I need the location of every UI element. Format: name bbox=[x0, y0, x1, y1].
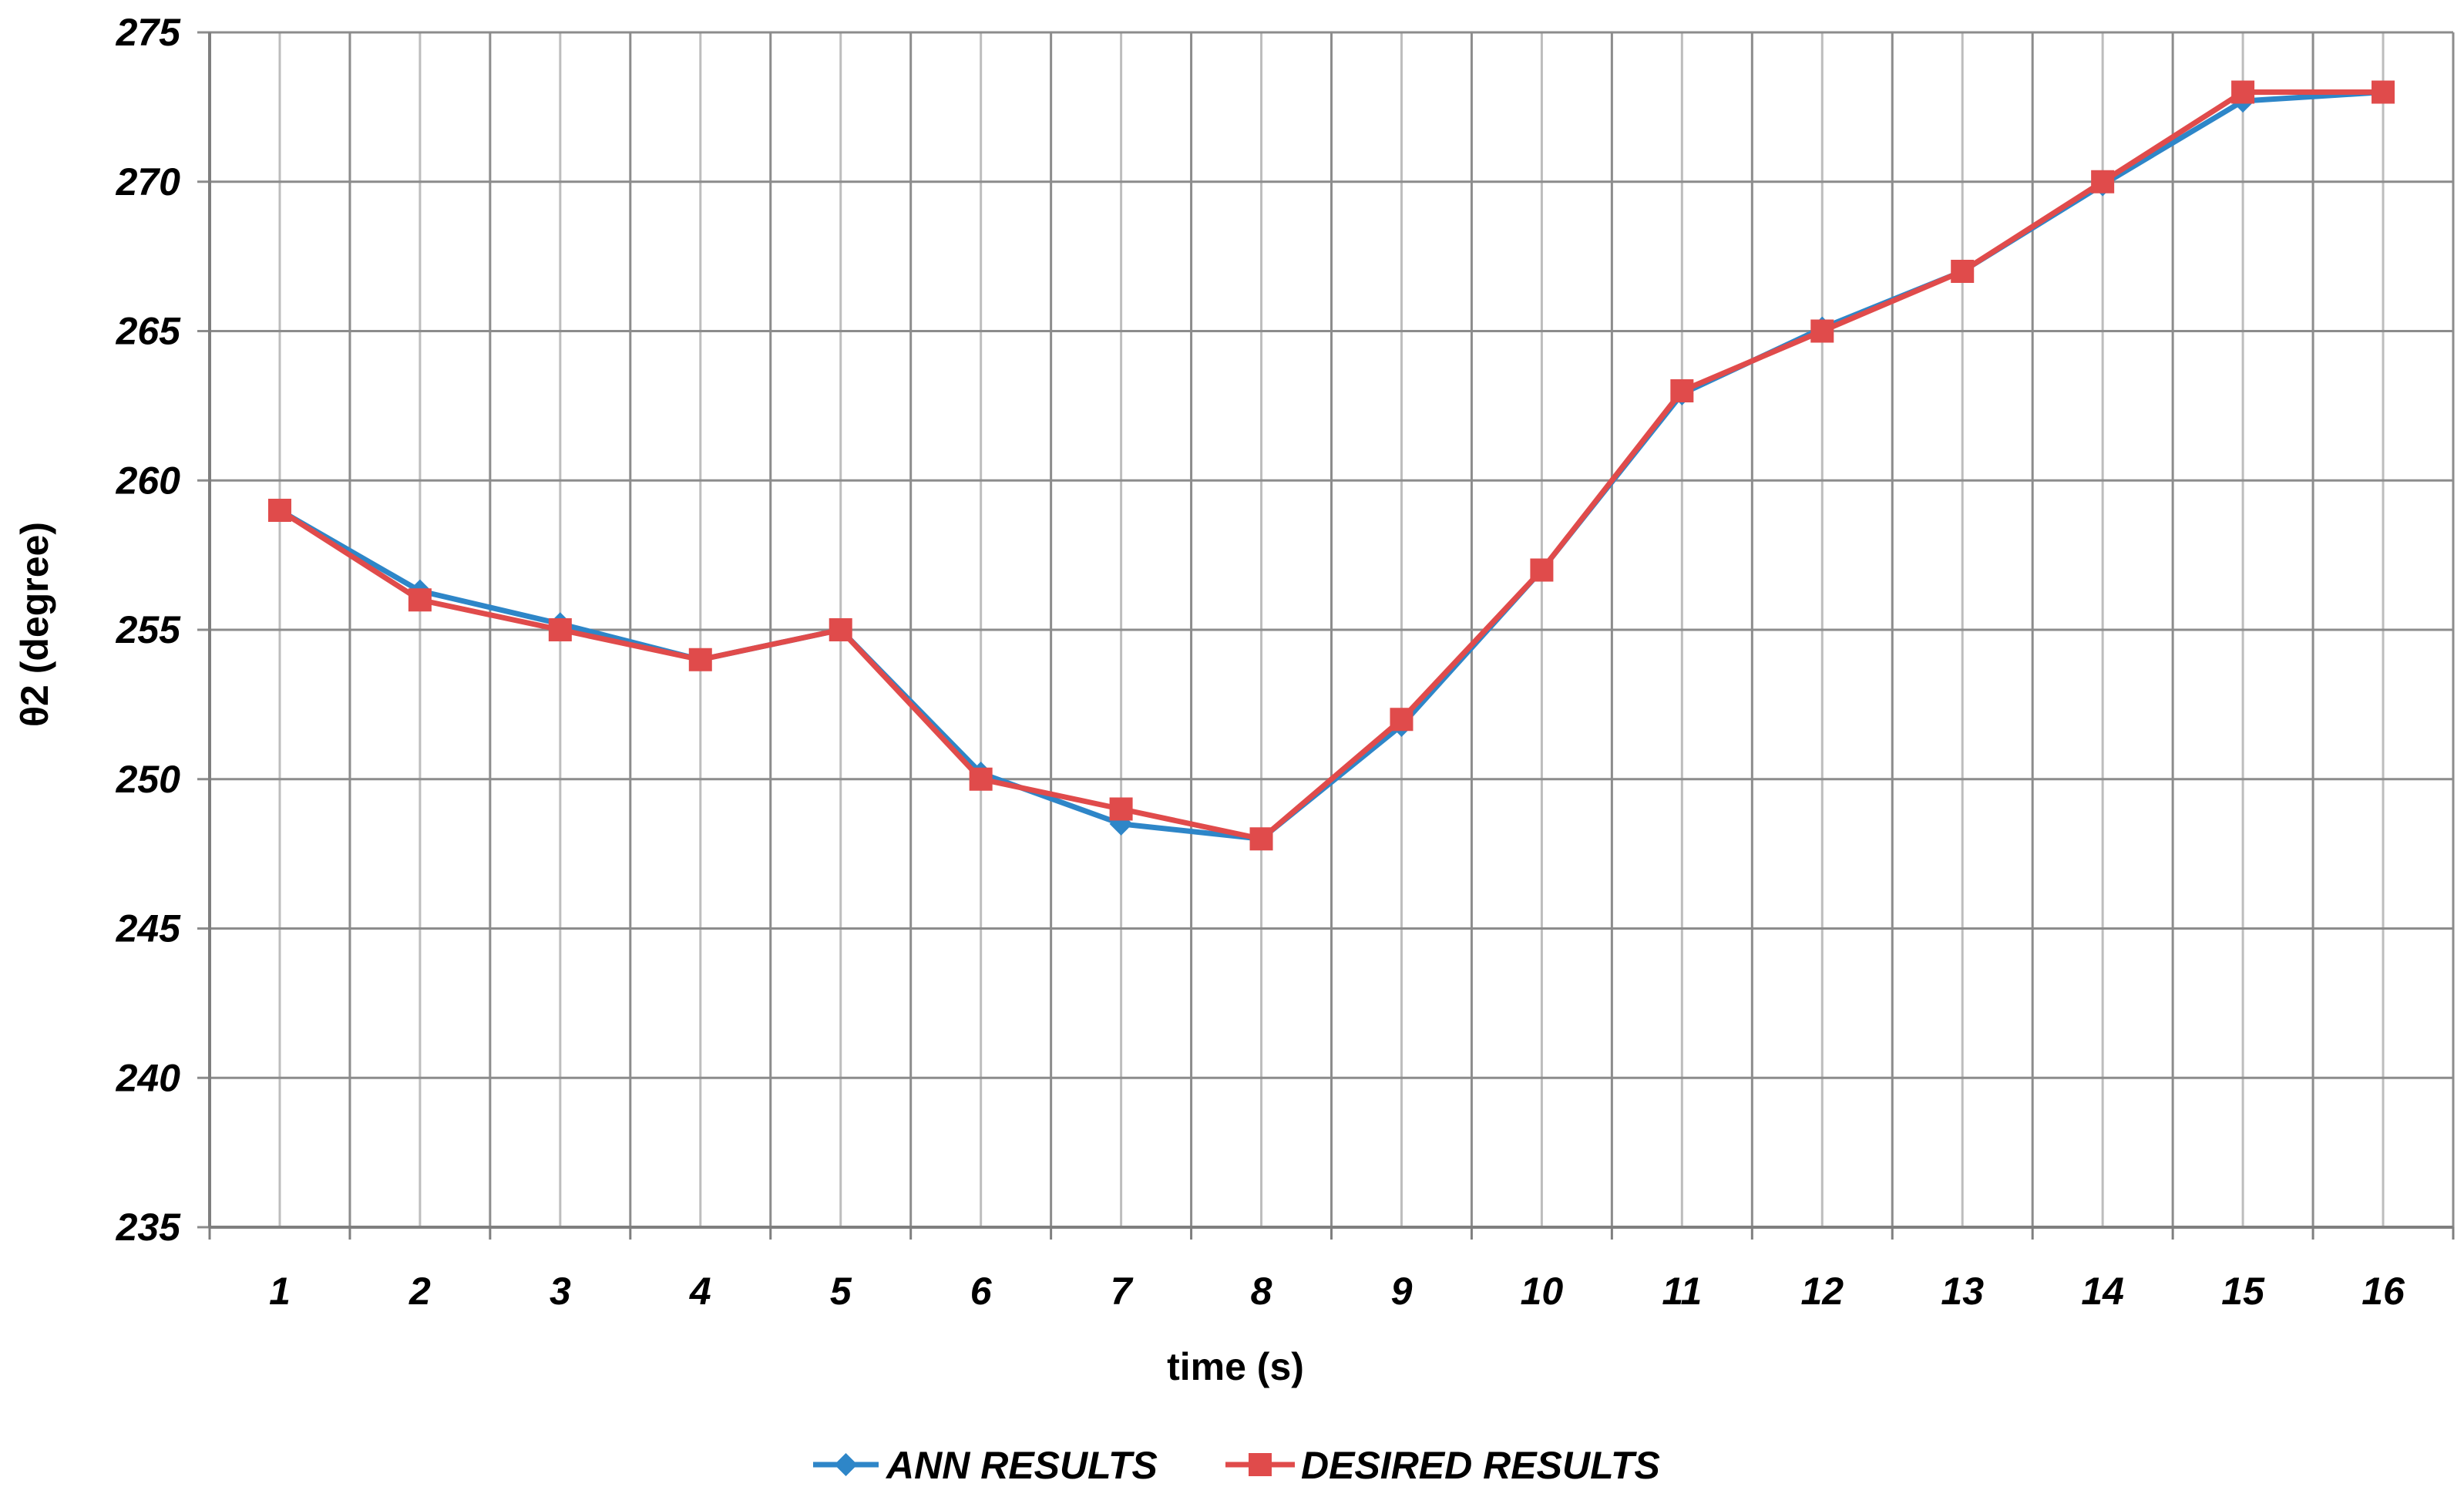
series-group bbox=[267, 80, 2395, 851]
y-tick-label: 275 bbox=[116, 11, 182, 54]
x-tick-label: 10 bbox=[1521, 1270, 1564, 1313]
y-tick-label: 255 bbox=[116, 608, 182, 651]
y-tick-label: 240 bbox=[116, 1056, 181, 1099]
data-point bbox=[1530, 558, 1554, 582]
series-2 bbox=[267, 80, 2395, 851]
data-point bbox=[969, 767, 993, 791]
x-tick-label: 14 bbox=[2081, 1270, 2124, 1313]
y-axis-title: θ2 (degree) bbox=[13, 522, 56, 727]
data-point bbox=[2372, 80, 2395, 104]
data-point bbox=[688, 648, 712, 671]
x-tick-label: 11 bbox=[1662, 1270, 1702, 1313]
x-tick-label: 9 bbox=[1391, 1270, 1413, 1313]
x-tick-labels: 1 2 3 4 5 6 7 8 9 10 11 12 13 14 15 16 bbox=[269, 1270, 2405, 1313]
legend-item: ANN RESULTS bbox=[813, 1444, 1158, 1487]
x-tick-label: 15 bbox=[2221, 1270, 2265, 1313]
y-tick-label: 260 bbox=[116, 459, 181, 502]
x-tick-label: 7 bbox=[1111, 1270, 1134, 1313]
x-tick-label: 12 bbox=[1800, 1270, 1844, 1313]
series-line bbox=[278, 89, 2384, 842]
y-tick-label: 245 bbox=[116, 907, 182, 950]
data-point bbox=[829, 618, 852, 641]
data-point bbox=[2091, 170, 2115, 193]
data-point bbox=[1951, 260, 1975, 283]
data-point bbox=[1249, 827, 1273, 851]
x-axis-title: time (s) bbox=[1167, 1345, 1304, 1388]
y-tick-labels: 235 240 245 250 255 260 265 270 275 bbox=[116, 11, 182, 1249]
legend-label: ANN RESULTS bbox=[885, 1444, 1158, 1487]
x-tick-label: 16 bbox=[2361, 1270, 2405, 1313]
y-tick-label: 250 bbox=[116, 758, 181, 801]
x-tick-label: 3 bbox=[550, 1270, 571, 1313]
y-tick-label: 270 bbox=[116, 160, 181, 204]
data-point bbox=[1810, 319, 1834, 343]
axes bbox=[208, 32, 2455, 1240]
legend-marker bbox=[834, 1453, 858, 1476]
data-point bbox=[1109, 797, 1133, 821]
x-tick-label: 2 bbox=[408, 1270, 431, 1313]
legend-marker bbox=[1249, 1453, 1272, 1476]
x-tick-label: 6 bbox=[970, 1270, 993, 1313]
x-tick-label: 5 bbox=[830, 1270, 852, 1313]
data-point bbox=[548, 618, 572, 641]
data-point bbox=[1390, 708, 1414, 732]
x-tick-label: 13 bbox=[1941, 1270, 1984, 1313]
grid bbox=[197, 31, 2455, 1229]
data-point bbox=[408, 588, 432, 612]
legend-label: DESIRED RESULTS bbox=[1301, 1444, 1660, 1487]
y-tick-label: 265 bbox=[116, 310, 182, 353]
data-point bbox=[1670, 379, 1694, 402]
legend: ANN RESULTS DESIRED RESULTS bbox=[813, 1444, 1660, 1487]
data-point bbox=[2231, 80, 2255, 104]
x-tick-label: 1 bbox=[269, 1270, 291, 1313]
x-tick-label: 4 bbox=[689, 1270, 711, 1313]
data-point bbox=[267, 499, 291, 522]
x-tick-label: 8 bbox=[1251, 1270, 1272, 1313]
legend-item: DESIRED RESULTS bbox=[1225, 1444, 1660, 1487]
y-tick-label: 235 bbox=[116, 1206, 182, 1249]
